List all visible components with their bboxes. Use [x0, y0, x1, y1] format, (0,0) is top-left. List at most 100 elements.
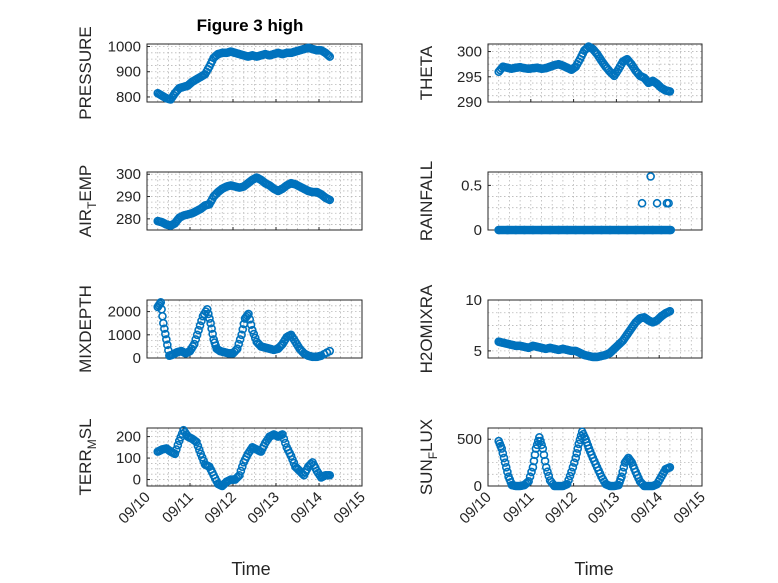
data-point [665, 306, 675, 316]
data-point [665, 462, 675, 472]
data-point [564, 475, 573, 485]
data-point [571, 225, 581, 235]
data-point [278, 430, 287, 439]
subplot-theta: 290 295 300 THETA [417, 42, 703, 111]
x-axis-label-left: Time [231, 559, 270, 579]
x-tick-label: 09/11 [500, 489, 538, 527]
data-point [195, 321, 205, 330]
data-point [195, 445, 204, 455]
data-point [159, 318, 168, 328]
y-tick-label: 280 [116, 211, 141, 228]
data-point [238, 462, 247, 471]
data-point [205, 314, 214, 323]
data-point [637, 198, 647, 208]
data-point [617, 472, 626, 481]
y-tick-label: 0.5 [461, 177, 482, 194]
data-point [665, 225, 675, 235]
y-axis-label: H2OMIXRA [417, 284, 436, 373]
axes-frame [487, 43, 703, 103]
y-axis-label: PRESSURE [76, 26, 95, 120]
axes-frame [146, 427, 363, 487]
data-point [161, 329, 170, 339]
data-point [325, 195, 335, 205]
data-point [190, 339, 199, 349]
data-point [579, 225, 589, 235]
data-point [173, 440, 183, 450]
data-point [511, 225, 521, 235]
data-point [325, 346, 335, 356]
data-point [191, 335, 201, 344]
data-point [571, 453, 581, 463]
figure-title: Figure 3 high [197, 16, 304, 35]
y-tick-label: 5 [474, 343, 482, 360]
x-tick-label: 09/10 [115, 489, 154, 528]
data-point [202, 304, 212, 314]
y-tick-label: 10 [465, 292, 482, 309]
data-point [279, 434, 289, 444]
data-point [535, 433, 544, 442]
data-point [657, 225, 666, 235]
data-point [626, 456, 635, 466]
data-point [500, 458, 510, 467]
y-axis-label: THETA [417, 45, 436, 100]
data-point [325, 52, 335, 61]
x-tick-label: 09/15 [330, 489, 369, 528]
data-point [281, 438, 290, 448]
x-tick-label: 09/14 [627, 489, 666, 528]
data-point [631, 225, 640, 235]
data-point [234, 339, 244, 349]
data-point [573, 444, 583, 453]
y-tick-label: 290 [457, 94, 482, 111]
data-point [207, 324, 216, 333]
y-tick-label: 300 [457, 44, 482, 61]
data-point [568, 462, 578, 472]
data-point [639, 225, 649, 235]
data-point [570, 458, 579, 467]
y-axis-label: RAINFALL [417, 161, 436, 241]
data-point [597, 225, 606, 235]
data-point [554, 225, 563, 235]
y-tick-label: 800 [116, 89, 141, 106]
data-point [648, 225, 658, 235]
data-point [605, 225, 615, 235]
y-tick-label: 1000 [108, 327, 141, 344]
data-point [537, 225, 546, 235]
data-point [545, 225, 555, 235]
data-point [245, 315, 255, 324]
y-tick-label: 0 [474, 222, 482, 239]
x-tick-label: 09/14 [287, 489, 326, 528]
y-axis-label: MIXDEPTH [76, 285, 95, 373]
x-axis-label-right: Time [574, 559, 613, 579]
x-tick-label: 09/12 [542, 489, 581, 528]
y-tick-label: 0 [133, 472, 141, 489]
y-axis-label: AIRTEMP [76, 165, 99, 238]
y-tick-label: 0 [133, 350, 141, 367]
data-point [498, 448, 508, 458]
data-point [562, 225, 572, 235]
data-point [192, 437, 201, 447]
axes-frame [146, 171, 363, 231]
data-point [664, 198, 673, 208]
data-point [192, 330, 202, 340]
data-point [197, 316, 206, 326]
subplot-h2omixra: 5 10 H2OMIXRA [417, 284, 703, 373]
data-point [501, 462, 511, 472]
subplot-pressure: 800 900 1000 PRESSURE [76, 26, 363, 120]
x-tick-label: 09/13 [585, 489, 624, 528]
axes-frame [146, 43, 363, 103]
data-point [244, 309, 253, 319]
data-point [652, 198, 662, 208]
data-point [572, 448, 582, 458]
data-point [233, 344, 242, 354]
axes-frame [146, 299, 363, 359]
y-tick-label: 0 [474, 478, 482, 495]
data-point [237, 330, 246, 340]
data-point [503, 467, 512, 477]
data-point [524, 477, 533, 486]
data-point [567, 467, 576, 477]
subplot-mixdepth: 0 1000 2000 MIXDEPTH [76, 285, 363, 373]
y-tick-label: 300 [116, 166, 141, 183]
data-point [208, 329, 217, 339]
data-point [206, 318, 215, 328]
